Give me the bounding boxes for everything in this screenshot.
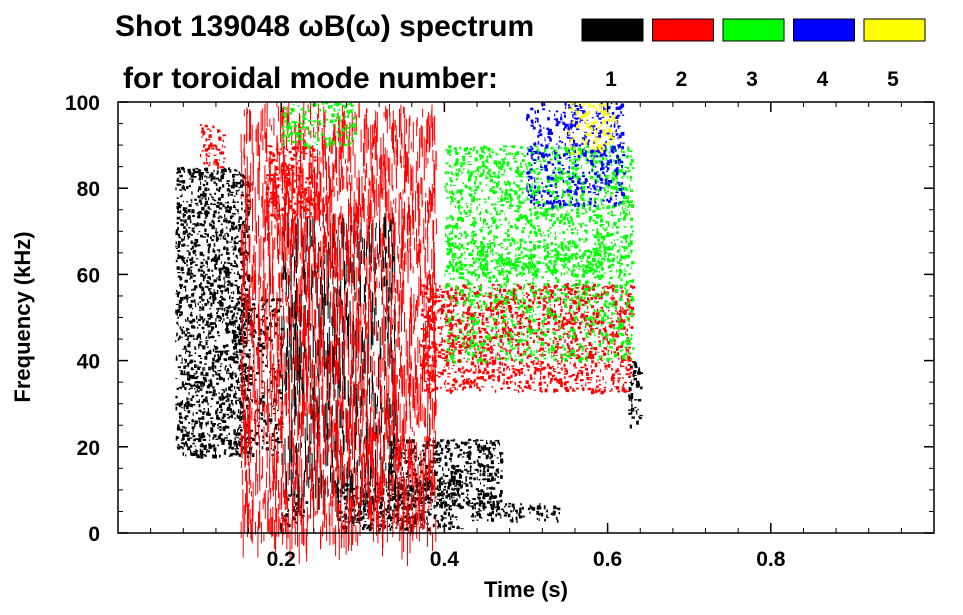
region-n1-early-band-marks — [175, 166, 252, 459]
region-n1-low-late — [469, 502, 561, 524]
region-n1-final — [628, 361, 643, 429]
legend-swatch-mode-1 — [581, 18, 644, 42]
y-tick-label-20: 20 — [77, 437, 100, 460]
legend-swatch-mode-4 — [793, 18, 855, 42]
region-n3-early — [282, 102, 357, 149]
legend-swatch-mode-5 — [863, 18, 926, 42]
region-n2-early-marks — [199, 124, 226, 170]
legend: 1 2 3 4 5 — [581, 18, 926, 91]
region-n1-low-late-marks — [469, 502, 561, 524]
region-n1-final-marks — [628, 361, 643, 429]
region-n2-vertical — [240, 102, 437, 566]
y-tick-label-0: 0 — [88, 523, 100, 546]
legend-swatch-mode-2 — [652, 18, 714, 42]
region-n1-early-band — [175, 166, 252, 459]
legend-label-mode-1: 1 — [605, 68, 617, 91]
x-tick-label-0.8: 0.8 — [756, 548, 786, 571]
y-tick-label-60: 60 — [77, 264, 100, 287]
region-n2-vertical-marks — [240, 102, 437, 566]
chart-title-line1: Shot 139048 ωB(ω) spectrum — [115, 10, 534, 43]
y-tick-label-40: 40 — [77, 351, 100, 374]
region-n2-blob — [265, 145, 317, 222]
region-n3-mid — [444, 240, 635, 364]
region-n5-band — [567, 102, 618, 155]
x-tick-label-0.4: 0.4 — [430, 548, 460, 571]
region-n3-upper — [444, 145, 635, 279]
region-n5-band-marks — [567, 102, 618, 155]
region-n2-early — [199, 124, 226, 170]
region-n2-mid — [419, 283, 636, 395]
x-tick-label-0.2: 0.2 — [267, 548, 296, 571]
legend-label-mode-5: 5 — [887, 68, 899, 91]
y-tick-label-100: 100 — [65, 92, 100, 115]
region-n3-early-marks — [282, 102, 357, 149]
axes: 0.2 0.4 0.6 0.8 0 20 40 60 80 100 — [65, 92, 934, 571]
x-tick-label-0.6: 0.6 — [593, 548, 622, 571]
region-n3-mid-marks — [444, 240, 635, 364]
legend-swatch-mode-3 — [722, 18, 785, 42]
spectrogram-data — [175, 102, 643, 566]
region-n4-band-marks — [526, 102, 626, 209]
region-n3-upper-marks — [444, 145, 635, 279]
x-axis-label: Time (s) — [484, 577, 568, 602]
region-n2-mid-marks — [419, 283, 636, 395]
region-n4-band — [526, 102, 626, 209]
chart-title-line2: for toroidal mode number: — [123, 62, 498, 95]
legend-label-mode-3: 3 — [746, 68, 758, 91]
region-n2-blob-marks — [265, 145, 317, 222]
y-axis-label: Frequency (kHz) — [10, 231, 35, 402]
legend-label-mode-4: 4 — [817, 68, 829, 91]
y-tick-label-80: 80 — [77, 178, 100, 201]
legend-label-mode-2: 2 — [676, 68, 688, 91]
